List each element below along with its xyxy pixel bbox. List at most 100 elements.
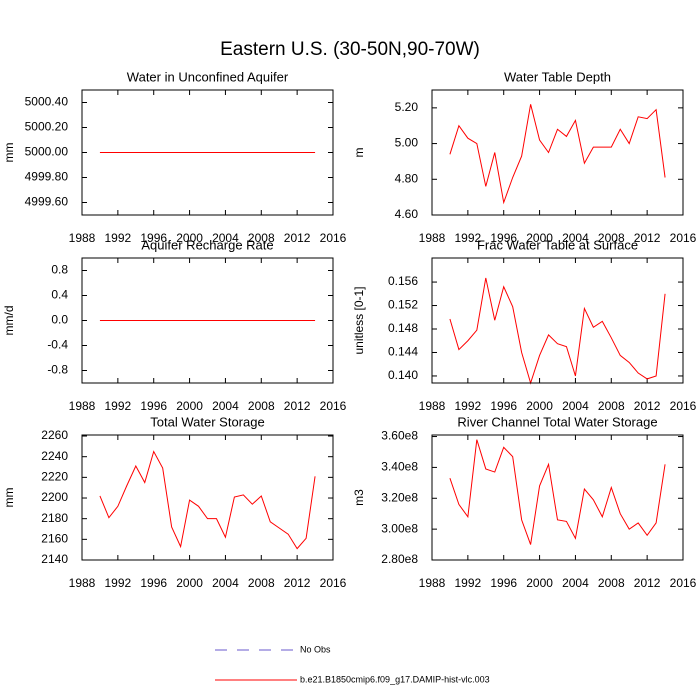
y-tick-label: -0.4 [47, 338, 68, 352]
plot-frame [81, 257, 334, 384]
x-tick-label: 2008 [598, 399, 625, 413]
figure-title: Eastern U.S. (30-50N,90-70W) [220, 39, 480, 60]
data-line [449, 104, 666, 205]
x-tick-label: 2008 [598, 231, 625, 245]
plot-frame [431, 89, 684, 216]
plot-frame [81, 434, 334, 561]
panel-title: Frac Water Table at Surface [477, 237, 638, 252]
y-axis-label: m [352, 148, 366, 158]
y-tick-label: 2220 [41, 470, 68, 484]
x-tick-label: 2016 [670, 399, 697, 413]
x-tick-label: 2000 [526, 231, 553, 245]
y-axis-label: mm [2, 488, 16, 508]
x-tick-label: 1992 [455, 231, 482, 245]
y-tick-label: 4999.60 [25, 195, 69, 209]
x-tick-label: 1996 [140, 576, 167, 590]
x-tick-label: 2008 [248, 576, 275, 590]
x-tick-label: 2016 [320, 399, 347, 413]
y-tick-label: 0.156 [388, 274, 418, 288]
x-tick-label: 1992 [455, 399, 482, 413]
y-tick-label: 5000.20 [25, 120, 69, 134]
y-tick-label: 2160 [41, 532, 68, 546]
y-tick-label: 4.60 [395, 207, 419, 221]
x-tick-label: 2000 [526, 576, 553, 590]
y-tick-label: 0.148 [388, 321, 418, 335]
x-tick-label: 1988 [69, 231, 96, 245]
y-axis-label: m3 [352, 489, 366, 506]
y-axis-label: mm/d [2, 306, 16, 336]
plot-frame [431, 434, 684, 561]
x-tick-label: 1992 [105, 576, 132, 590]
x-tick-label: 2004 [212, 399, 239, 413]
y-tick-label: 2140 [41, 552, 68, 566]
y-tick-label: 0.0 [51, 313, 68, 327]
y-axis-label: mm [2, 143, 16, 163]
plot-frame [431, 257, 684, 384]
panel-title: River Channel Total Water Storage [457, 414, 657, 429]
panel-title: Water in Unconfined Aquifer [127, 69, 289, 84]
y-tick-label: 3.20e8 [381, 490, 418, 504]
y-tick-label: 0.152 [388, 298, 418, 312]
y-tick-label: -0.8 [47, 363, 68, 377]
y-tick-label: 2240 [41, 449, 68, 463]
panel-title: Total Water Storage [150, 414, 264, 429]
x-tick-label: 2012 [634, 399, 661, 413]
x-tick-label: 2012 [284, 399, 311, 413]
x-tick-label: 2004 [212, 231, 239, 245]
x-tick-label: 2008 [248, 231, 275, 245]
x-tick-label: 2008 [248, 399, 275, 413]
legend-label: No Obs [300, 644, 331, 654]
x-tick-label: 2016 [670, 231, 697, 245]
y-tick-label: 2180 [41, 511, 68, 525]
x-tick-label: 1996 [490, 399, 517, 413]
x-tick-label: 2000 [526, 399, 553, 413]
y-tick-label: 3.40e8 [381, 460, 418, 474]
x-tick-label: 2016 [320, 576, 347, 590]
x-tick-label: 1996 [140, 399, 167, 413]
x-tick-label: 1992 [105, 231, 132, 245]
x-tick-label: 2004 [562, 399, 589, 413]
y-tick-label: 0.4 [51, 288, 68, 302]
y-tick-label: 3.00e8 [381, 521, 418, 535]
panel-title: Aquifer Recharge Rate [141, 237, 273, 252]
y-tick-label: 5.20 [395, 100, 419, 114]
data-line [449, 439, 666, 545]
x-tick-label: 2012 [634, 576, 661, 590]
y-tick-label: 2200 [41, 490, 68, 504]
x-tick-label: 2004 [562, 231, 589, 245]
x-tick-label: 1988 [69, 399, 96, 413]
x-tick-label: 2000 [176, 231, 203, 245]
x-tick-label: 1992 [455, 576, 482, 590]
x-tick-label: 2008 [598, 576, 625, 590]
y-tick-label: 3.60e8 [381, 429, 418, 443]
x-tick-label: 2012 [284, 231, 311, 245]
y-tick-label: 2260 [41, 428, 68, 442]
x-tick-label: 1992 [105, 399, 132, 413]
x-tick-label: 1996 [490, 576, 517, 590]
y-tick-label: 2.80e8 [381, 552, 418, 566]
x-tick-label: 2000 [176, 576, 203, 590]
x-tick-label: 2016 [320, 231, 347, 245]
x-tick-label: 1988 [69, 576, 96, 590]
x-tick-label: 1996 [140, 231, 167, 245]
y-tick-label: 4.80 [395, 171, 419, 185]
y-axis-label: unitless [0-1] [352, 286, 366, 354]
x-tick-label: 2012 [284, 576, 311, 590]
data-line [449, 277, 666, 385]
legend-label: b.e21.B1850cmip6.f09_g17.DAMIP-hist-vlc.… [300, 674, 490, 684]
data-line [99, 450, 316, 550]
y-tick-label: 5000.40 [25, 95, 69, 109]
x-tick-label: 2016 [670, 576, 697, 590]
x-tick-label: 2000 [176, 399, 203, 413]
x-tick-label: 2004 [212, 576, 239, 590]
y-tick-label: 5000.00 [25, 145, 69, 159]
y-tick-label: 0.8 [51, 263, 68, 277]
panel-title: Water Table Depth [504, 69, 611, 84]
x-tick-label: 1988 [419, 399, 446, 413]
plot-frame [81, 89, 334, 216]
x-tick-label: 1988 [419, 576, 446, 590]
y-tick-label: 0.140 [388, 368, 418, 382]
y-tick-label: 5.00 [395, 136, 419, 150]
x-tick-label: 1996 [490, 231, 517, 245]
